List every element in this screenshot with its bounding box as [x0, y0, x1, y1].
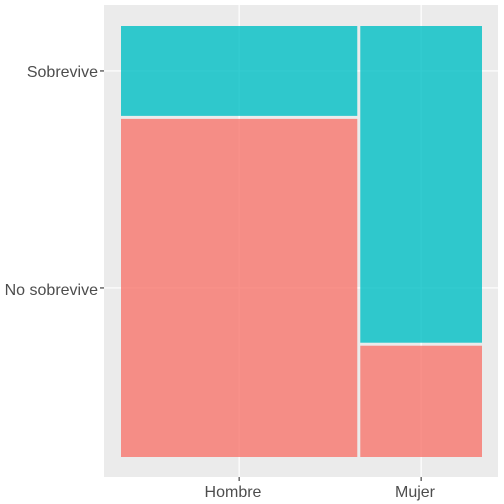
y-tick-label-no-sobrevive: No sobrevive	[5, 282, 98, 299]
tile-mujer-no-sobrevive	[360, 345, 482, 457]
y-tick-label-sobrevive: Sobrevive	[27, 64, 98, 81]
axis-ticks	[100, 70, 422, 481]
mosaic-tiles	[121, 26, 482, 457]
x-tick-label-hombre: Hombre	[205, 484, 262, 501]
x-tick-label-mujer: Mujer	[395, 484, 436, 501]
tile-mujer-sobrevive	[360, 26, 482, 343]
tile-hombre-sobrevive	[121, 26, 358, 116]
tile-hombre-no-sobrevive	[121, 118, 358, 457]
